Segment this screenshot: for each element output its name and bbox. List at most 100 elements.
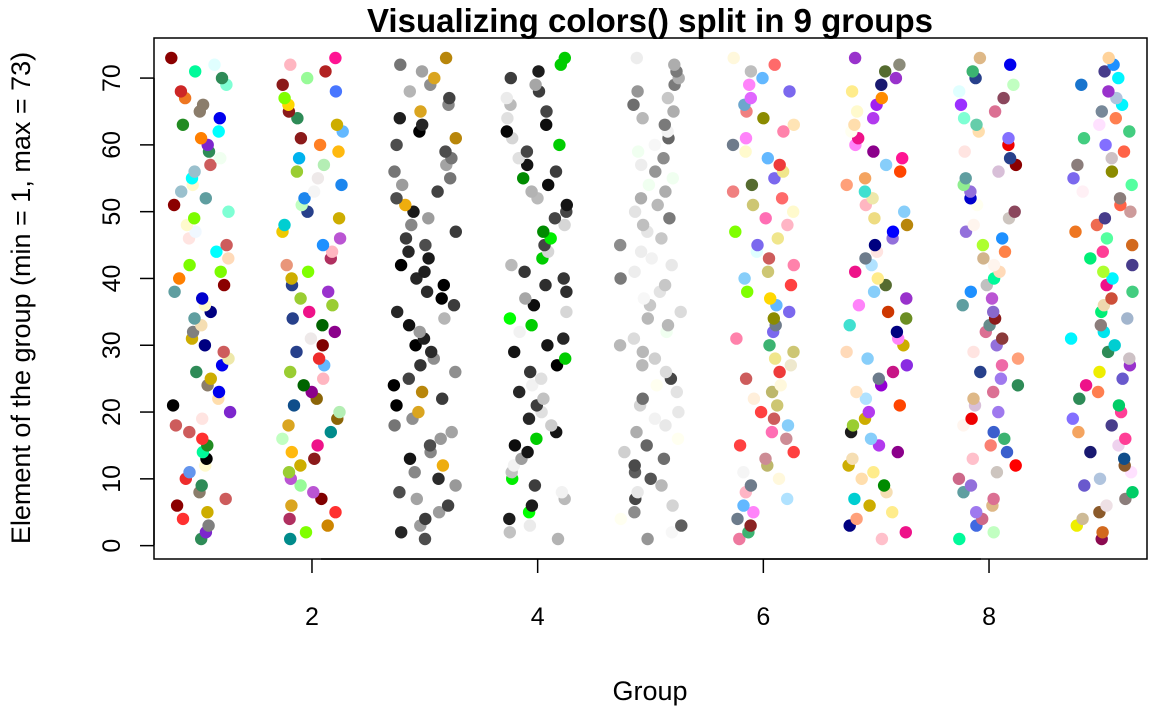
y-tick-label: 40 <box>98 265 126 293</box>
data-point <box>508 439 522 452</box>
data-point <box>627 332 641 345</box>
data-point <box>414 105 427 118</box>
data-point <box>422 252 435 265</box>
data-point <box>890 325 904 339</box>
data-point <box>665 258 678 272</box>
data-point <box>553 138 566 152</box>
data-point <box>285 445 298 459</box>
data-point <box>169 419 183 432</box>
data-point <box>396 178 409 192</box>
data-point <box>217 278 231 292</box>
data-point <box>631 145 645 158</box>
data-point <box>729 225 742 238</box>
data-point <box>1119 432 1132 445</box>
data-point <box>436 459 450 472</box>
data-point <box>1123 125 1136 138</box>
data-point <box>867 145 880 158</box>
data-point <box>557 332 570 345</box>
data-point <box>730 332 743 345</box>
data-point <box>316 319 329 332</box>
data-point <box>391 305 404 319</box>
data-point <box>862 405 875 419</box>
data-point <box>412 405 425 419</box>
data-point <box>747 506 760 519</box>
data-point <box>642 178 656 192</box>
data-point <box>186 325 200 339</box>
data-point <box>520 145 534 158</box>
data-point <box>636 392 649 405</box>
data-point <box>299 526 313 539</box>
data-point <box>995 359 1009 372</box>
data-point <box>867 285 881 298</box>
data-point <box>772 472 786 485</box>
data-point <box>542 178 555 192</box>
data-point <box>1003 152 1017 165</box>
data-point <box>1009 459 1022 472</box>
data-point <box>220 238 233 252</box>
data-point <box>333 405 346 419</box>
data-point <box>852 299 866 312</box>
data-point <box>1075 78 1088 92</box>
data-point <box>1112 399 1126 412</box>
data-point <box>321 519 334 532</box>
data-point <box>861 352 874 365</box>
data-point <box>222 252 235 265</box>
data-point <box>726 138 740 152</box>
data-point <box>449 225 462 238</box>
data-point <box>843 319 856 332</box>
data-point <box>966 65 979 78</box>
data-point <box>663 212 676 225</box>
data-point <box>529 78 542 92</box>
data-point <box>219 492 232 506</box>
data-point <box>290 345 303 359</box>
data-point <box>659 419 672 432</box>
data-point <box>526 379 539 392</box>
data-point <box>867 112 880 125</box>
data-point <box>395 526 408 539</box>
data-point <box>1123 352 1136 365</box>
data-point <box>655 232 668 245</box>
data-point <box>850 512 863 526</box>
data-point <box>329 506 342 519</box>
data-point <box>784 359 797 372</box>
data-point <box>316 339 329 352</box>
y-tick-label: 20 <box>98 398 126 426</box>
data-point <box>167 198 181 212</box>
data-point <box>630 425 643 439</box>
data-point <box>744 65 758 78</box>
data-point <box>768 172 781 185</box>
data-point <box>875 91 888 105</box>
data-point <box>858 172 872 185</box>
data-point <box>287 399 301 412</box>
data-point <box>434 432 447 445</box>
data-point <box>282 466 296 479</box>
data-point <box>521 158 534 172</box>
data-point <box>215 71 229 85</box>
data-point <box>775 192 789 205</box>
data-point <box>1124 205 1137 218</box>
data-point <box>439 51 453 65</box>
data-point <box>540 118 553 131</box>
data-point <box>523 519 537 532</box>
data-point <box>747 392 761 405</box>
data-point <box>636 112 649 125</box>
data-point <box>958 145 971 158</box>
data-point <box>628 506 641 519</box>
data-point <box>672 405 685 419</box>
data-point <box>614 272 627 285</box>
data-point <box>850 105 864 118</box>
data-point <box>449 479 462 492</box>
data-point <box>849 265 862 278</box>
data-point <box>425 345 438 359</box>
data-point <box>328 325 341 339</box>
data-point <box>301 265 315 278</box>
data-point <box>276 432 289 445</box>
data-point <box>783 305 796 319</box>
data-point <box>661 91 675 105</box>
data-point <box>1098 65 1111 78</box>
data-point <box>649 165 662 178</box>
data-point <box>899 526 912 539</box>
data-point <box>996 332 1009 345</box>
data-point <box>532 65 545 78</box>
data-point <box>666 499 679 512</box>
